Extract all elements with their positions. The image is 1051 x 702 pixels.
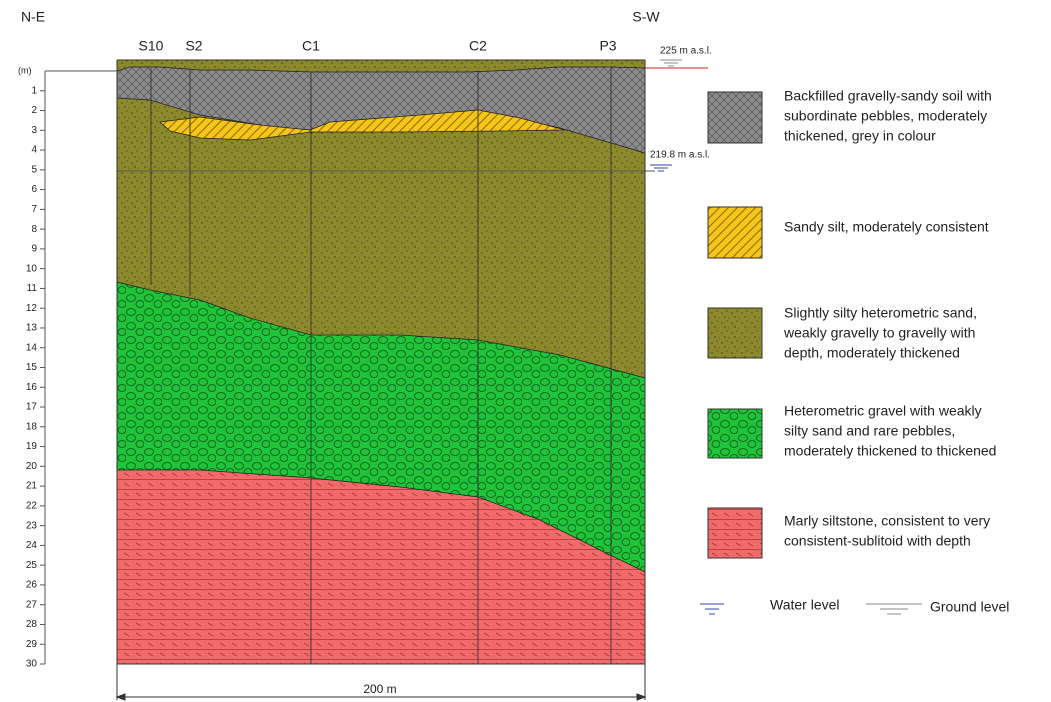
borehole-label: P3	[599, 38, 616, 54]
legend-water-symbol	[700, 604, 724, 614]
legend-label: moderately thickened to thickened	[784, 443, 996, 459]
legend-swatch	[708, 207, 762, 258]
depth-tick-label: 10	[26, 263, 38, 274]
depth-unit: (m)	[18, 65, 32, 75]
ground-symbol	[660, 60, 682, 66]
depth-tick-label: 11	[27, 283, 38, 294]
depth-tick-label: 27	[26, 599, 38, 610]
depth-tick-label: 26	[26, 580, 38, 591]
depth-tick-label: 18	[26, 421, 38, 432]
legend-swatch	[708, 409, 762, 458]
layers	[0, 30, 645, 664]
legend-label: Ground level	[930, 599, 1009, 615]
depth-tick-label: 4	[31, 145, 37, 156]
legend-label: weakly gravelly to gravelly with	[783, 325, 975, 341]
depth-tick-label: 28	[26, 619, 38, 630]
elevation-label: 225 m a.s.l.	[660, 46, 712, 57]
legend-swatch	[708, 308, 762, 358]
depth-tick-label: 1	[31, 85, 37, 96]
depth-tick-label: 17	[26, 402, 38, 413]
depth-tick-label: 24	[26, 540, 38, 551]
depth-tick-label: 3	[31, 125, 37, 136]
legend-label: thickened, grey in colour	[784, 128, 936, 144]
legend-swatch	[708, 508, 762, 558]
depth-tick-label: 21	[26, 481, 38, 492]
depth-tick-label: 14	[26, 342, 38, 353]
depth-tick-label: 29	[26, 639, 38, 650]
cross-section: N-E S-W 225 m a.s.l. 219.8 m a.s.l. (m) …	[0, 0, 1051, 702]
depth-tick-label: 19	[26, 441, 38, 452]
legend-ground-symbol	[866, 604, 922, 614]
depth-tick-label: 25	[26, 560, 38, 571]
elevation-label: 219.8 m a.s.l.	[650, 150, 710, 161]
depth-tick-label: 30	[26, 659, 38, 670]
depth-tick-label: 16	[26, 382, 38, 393]
legend-label: Heterometric gravel with weakly	[784, 403, 982, 419]
borehole-label: C2	[469, 38, 487, 54]
depth-tick-label: 13	[26, 323, 38, 334]
depth-tick-label: 8	[31, 224, 37, 235]
legend-label: Sandy silt, moderately consistent	[784, 219, 989, 235]
legend-label: Marly siltstone, consistent to very	[784, 513, 990, 529]
depth-tick-label: 7	[31, 204, 37, 215]
water-symbol	[650, 165, 672, 171]
depth-tick-label: 22	[26, 501, 38, 512]
borehole-label: C1	[302, 38, 320, 54]
depth-tick-label: 23	[26, 520, 38, 531]
borehole-label: S2	[185, 38, 202, 54]
direction-label: S-W	[632, 9, 660, 25]
legend-label: subordinate pebbles, moderately	[784, 108, 987, 124]
direction-label: N-E	[21, 9, 45, 25]
depth-tick-label: 6	[31, 184, 37, 195]
legend-label: Slightly silty heterometric sand,	[784, 305, 977, 321]
legend-label: consistent-sublitoid with depth	[784, 533, 971, 549]
scale-label: 200 m	[363, 682, 396, 696]
depth-tick-label: 2	[31, 105, 37, 116]
borehole-label: S10	[139, 38, 164, 54]
legend-label: depth, moderately thickened	[784, 345, 960, 361]
depth-tick-label: 5	[31, 164, 37, 175]
legend-swatch	[708, 92, 762, 143]
depth-tick-label: 12	[26, 303, 38, 314]
depth-tick-label: 15	[26, 362, 38, 373]
depth-tick-label: 9	[31, 244, 37, 255]
legend-label: Backfilled gravelly-sandy soil with	[784, 88, 992, 104]
legend-label: Water level	[770, 597, 840, 613]
depth-tick-label: 20	[26, 461, 38, 472]
legend-label: silty sand and rare pebbles,	[784, 423, 955, 439]
